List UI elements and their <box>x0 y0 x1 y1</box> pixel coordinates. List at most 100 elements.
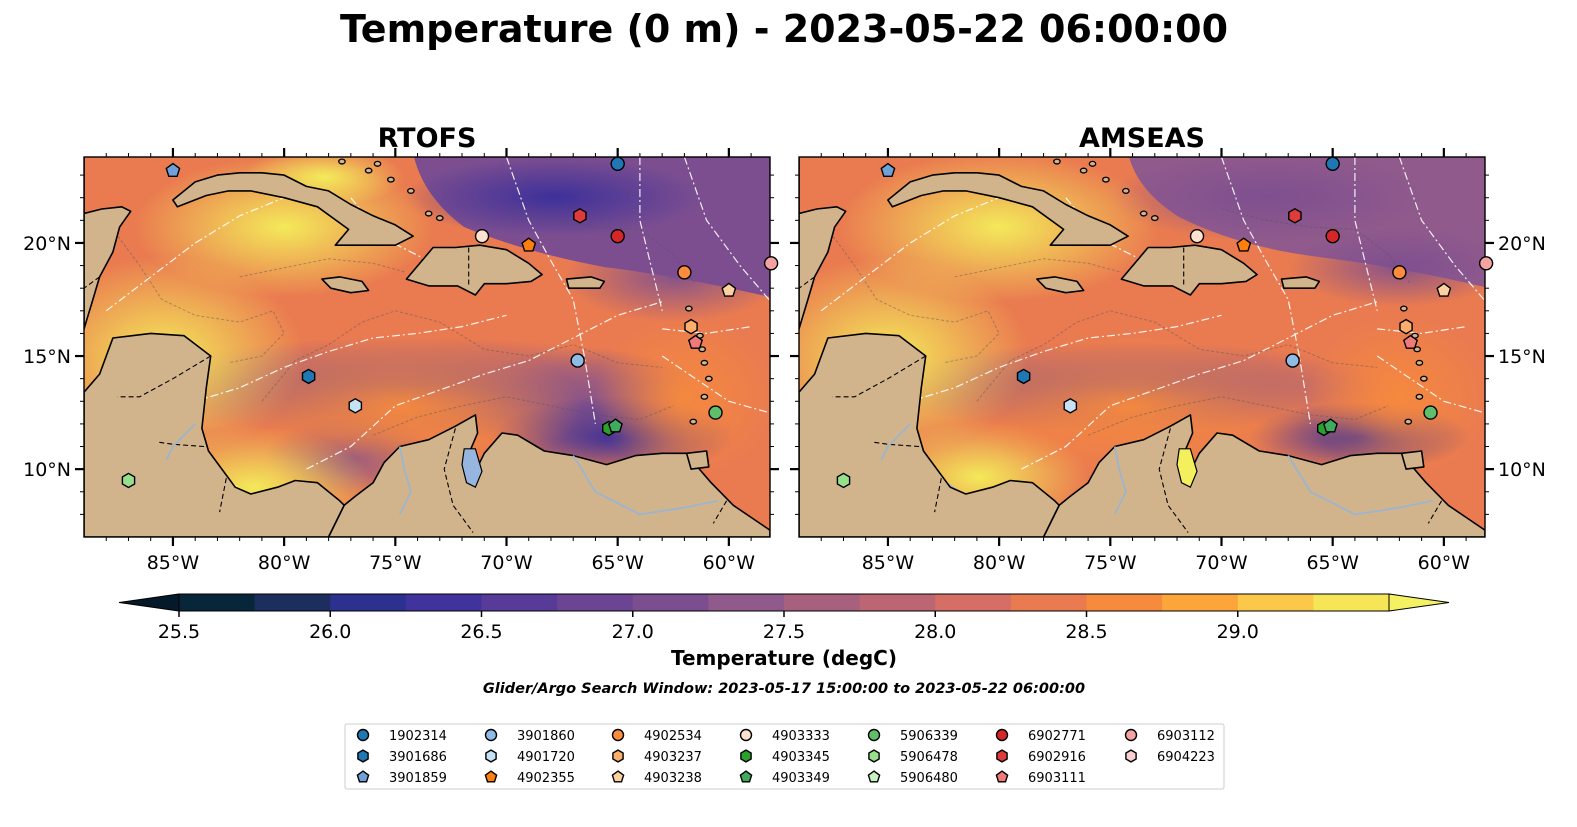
national-border <box>84 276 100 289</box>
island <box>1079 167 1088 174</box>
legend-marker-6903111 <box>995 770 1009 783</box>
legend-marker-6904223 <box>1125 749 1137 763</box>
float-marker-4903349 <box>607 418 623 433</box>
land-southAmerica <box>1042 414 1485 537</box>
land-cuba <box>887 172 1129 246</box>
float-marker-6903112 <box>1478 256 1494 271</box>
legend-label: 6902771 <box>1028 729 1086 744</box>
x-tick-label: 80°W <box>973 552 1026 574</box>
float-marker-6902916 <box>1288 207 1302 224</box>
eez-boundary-line <box>683 157 770 300</box>
eez-boundary-line <box>639 157 663 311</box>
float-marker-4903333 <box>474 228 490 244</box>
land-centralAmerica <box>84 332 345 537</box>
island <box>1102 176 1110 183</box>
x-tick-label: 60°W <box>1418 552 1471 574</box>
colorbar-segment <box>1010 594 1087 611</box>
national-border <box>1158 428 1189 533</box>
legend-label: 4903349 <box>772 771 830 786</box>
float-marker-3901686 <box>301 368 316 385</box>
legend-marker-5906478 <box>868 749 880 763</box>
colorbar-tick-label: 28.0 <box>914 621 956 643</box>
x-tick-label: 70°W <box>1195 552 1248 574</box>
legend-label: 4903237 <box>644 750 702 765</box>
search-window-note: Glider/Argo Search Window: 2023-05-17 15… <box>483 681 1085 697</box>
land-hispaniola <box>405 244 543 296</box>
island <box>1122 187 1130 194</box>
national-border <box>157 441 205 448</box>
island <box>1088 160 1097 167</box>
y-tick-label: 20°N <box>1498 233 1546 255</box>
land-northAmerica <box>84 157 132 330</box>
legend-label: 5906480 <box>900 771 958 786</box>
legend-marker-4901720 <box>485 749 497 763</box>
eez-boundary-line <box>195 314 507 402</box>
colorbar-segment <box>1313 594 1390 611</box>
float-marker-5906339 <box>708 405 723 420</box>
island <box>387 176 395 183</box>
x-tick-label: 75°W <box>1084 552 1137 574</box>
bathymetry-contour <box>239 258 407 278</box>
float-marker-6902771 <box>610 228 625 244</box>
river <box>572 455 718 516</box>
legend-marker-6902771 <box>995 728 1009 742</box>
national-border <box>934 478 942 513</box>
land-jamaica <box>1036 276 1085 294</box>
land-jamaica <box>321 276 370 294</box>
x-tick-label: 75°W <box>369 552 422 574</box>
eez-boundary-line <box>1021 301 1378 470</box>
island <box>338 158 346 165</box>
colorbar-segment <box>1237 594 1314 611</box>
colorbar-tick-label: 26.0 <box>309 621 351 643</box>
island <box>1413 346 1422 353</box>
float-marker-4902534 <box>677 265 692 280</box>
colorbar-extend-high <box>1388 593 1450 612</box>
eez-boundary-line <box>662 326 752 335</box>
axes-frame <box>83 156 771 538</box>
colorbar-tick-label: 29.0 <box>1217 621 1259 643</box>
island <box>424 210 433 217</box>
colorbar-segment <box>405 594 482 611</box>
legend-marker-4903333 <box>739 728 753 742</box>
bathymetry-contour <box>1087 396 1389 436</box>
colorbar-segment <box>179 594 256 611</box>
legend-marker-4903237 <box>612 749 624 763</box>
colorbar-tick-label: 28.5 <box>1065 621 1107 643</box>
colorbar-tick-label: 27.0 <box>612 621 654 643</box>
national-border <box>219 478 227 513</box>
river <box>398 446 412 515</box>
land-puertoRico <box>1280 276 1321 289</box>
national-border <box>443 428 474 533</box>
island <box>1419 375 1428 382</box>
legend-label: 4902355 <box>517 771 575 786</box>
island <box>684 305 693 312</box>
national-border <box>1045 505 1060 533</box>
legend-label: 6902916 <box>1028 750 1086 765</box>
national-border <box>799 276 815 289</box>
eez-boundary-line <box>505 157 596 424</box>
eez-boundary-line <box>820 197 1000 312</box>
legend-marker-5906339 <box>867 728 881 742</box>
legend-label: 3901859 <box>389 771 447 786</box>
colorbar-segment <box>1086 594 1163 611</box>
colorbar-segment <box>632 594 709 611</box>
eez-boundary-line <box>105 197 285 312</box>
colorbar: 25.5 26.0 26.5 27.0 27.5 28.0 28.5 29.0 <box>118 593 1450 643</box>
float-legend: 1902314 3901686 3901859 3901860 4901720 49023… <box>344 723 1225 790</box>
colorbar-segment <box>859 594 936 611</box>
x-tick-label: 85°W <box>862 552 915 574</box>
legend-marker-3901686 <box>357 749 369 763</box>
island <box>689 418 698 425</box>
legend-marker-3901859 <box>356 770 370 783</box>
legend-marker-4903345 <box>740 749 752 763</box>
river <box>1287 455 1433 516</box>
float-marker-5906478 <box>121 472 136 489</box>
float-marker-6902771 <box>1325 228 1340 244</box>
land-hispaniola <box>1120 244 1258 296</box>
land-puertoRico <box>565 276 606 289</box>
x-tick-label: 60°W <box>703 552 756 574</box>
land-cuba <box>172 172 414 246</box>
float-marker-5906339 <box>1423 405 1438 420</box>
float-marker-4902534 <box>1392 265 1407 280</box>
float-marker-4901720 <box>1063 397 1078 414</box>
